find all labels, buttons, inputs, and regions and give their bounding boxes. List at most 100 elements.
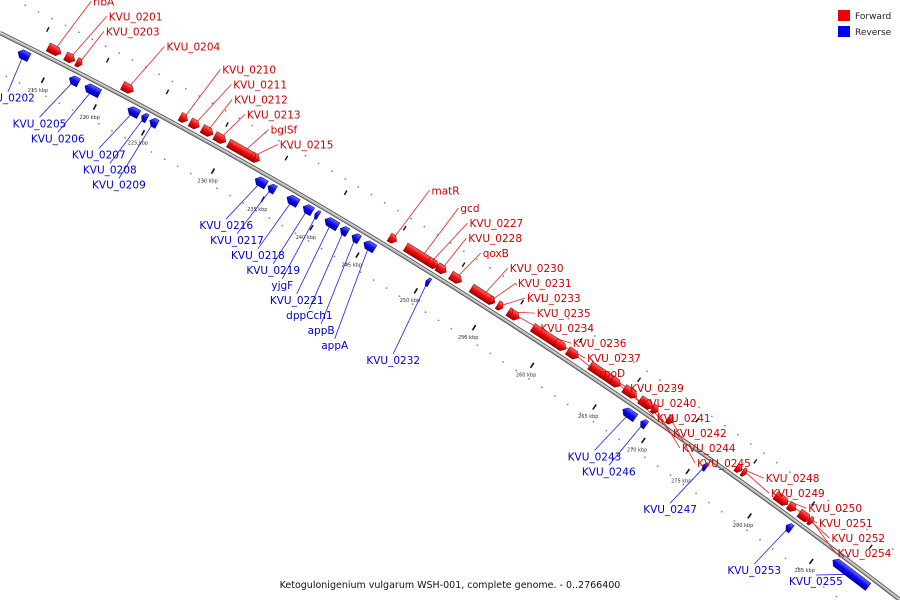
- gene-KVU_0211[interactable]: [187, 117, 201, 131]
- gene-label-KVU_0207[interactable]: KVU_0207: [72, 150, 126, 162]
- gene-label-KVU_0249[interactable]: KVU_0249: [771, 488, 825, 500]
- gene-KVU_0244[interactable]: [649, 403, 661, 415]
- gene-KVU_0254[interactable]: [806, 516, 816, 526]
- gene-qoxB[interactable]: [448, 270, 464, 285]
- gene-KVU_0207[interactable]: [126, 105, 142, 119]
- gene-label-appB[interactable]: appB: [308, 325, 335, 337]
- gene-label-KVU_0241[interactable]: KVU_0241: [657, 413, 711, 425]
- gene-label-KVU_0211[interactable]: KVU_0211: [233, 80, 287, 92]
- gene-label-KVU_0206[interactable]: KVU_0206: [31, 133, 85, 145]
- gene-KVU_0248[interactable]: [733, 462, 745, 474]
- gene-KVU_0212[interactable]: [199, 124, 215, 139]
- gene-rpoD[interactable]: [564, 346, 581, 362]
- gene-label-KVU_0246[interactable]: KVU_0246: [582, 466, 636, 478]
- gene-KVU_0215[interactable]: [248, 151, 257, 162]
- gene-KVU_0221[interactable]: [323, 215, 341, 232]
- gene-label-KVU_0219[interactable]: KVU_0219: [246, 265, 300, 277]
- gene-KVU_0240[interactable]: [608, 375, 623, 390]
- gene-label-KVU_0239[interactable]: KVU_0239: [630, 383, 684, 395]
- gene-label-KVU_0204[interactable]: KVU_0204: [167, 41, 221, 53]
- gene-label-matR[interactable]: matR: [432, 185, 460, 197]
- gene-label-KVU_0208[interactable]: KVU_0208: [83, 165, 137, 177]
- gene-label-yjgF[interactable]: yjgF: [271, 280, 293, 292]
- gene-KVU_0247[interactable]: [700, 461, 710, 472]
- gene-KVU_0217[interactable]: [266, 182, 278, 195]
- gene-appA[interactable]: [361, 239, 378, 254]
- gene-label-appA[interactable]: appA: [321, 340, 349, 352]
- gene-KVU_0204[interactable]: [120, 81, 135, 96]
- gene-KVU_0209[interactable]: [148, 116, 160, 129]
- gene-label-KVU_0201[interactable]: KVU_0201: [109, 11, 163, 23]
- gene-KVU_0213[interactable]: [212, 131, 228, 146]
- gene-label-qoxB[interactable]: qoxB: [483, 248, 509, 260]
- gene-KVU_0251[interactable]: [785, 501, 798, 513]
- gene-appB[interactable]: [350, 232, 362, 245]
- gene-label-KVU_0210[interactable]: KVU_0210: [222, 65, 276, 77]
- gene-label-KVU_0252[interactable]: KVU_0252: [831, 533, 885, 545]
- gene-label-KVU_0245[interactable]: KVU_0245: [697, 458, 751, 470]
- gene-KVU_0208[interactable]: [139, 112, 150, 124]
- gene-KVU_0252[interactable]: [796, 508, 813, 524]
- gene-KVU_0246[interactable]: [638, 418, 650, 430]
- gene-label-KVU_0209[interactable]: KVU_0209: [92, 180, 146, 192]
- gene-label-KVU_0240[interactable]: KVU_0240: [643, 398, 697, 410]
- gene-label-rpoD[interactable]: rpoD: [600, 368, 626, 380]
- gene-KVU_0255[interactable]: [830, 557, 872, 591]
- gene-label-dppCch1[interactable]: dppCch1: [286, 310, 332, 322]
- gene-KVU_0242[interactable]: [637, 395, 656, 412]
- gene-label-KVU_0212[interactable]: KVU_0212: [234, 95, 288, 107]
- gene-label-KVU_0203[interactable]: KVU_0203: [106, 26, 160, 38]
- gene-KVU_0206[interactable]: [83, 82, 102, 99]
- gene-label-KVU_0234[interactable]: KVU_0234: [540, 323, 594, 335]
- gene-label-KVU_0243[interactable]: KVU_0243: [568, 451, 622, 463]
- gene-label-KVU_0232[interactable]: KVU_0232: [366, 355, 420, 367]
- gene-label-KVU_0236[interactable]: KVU_0236: [573, 338, 627, 350]
- gene-KVU_0218[interactable]: [285, 193, 301, 208]
- gene-KVU_0245[interactable]: [664, 414, 676, 426]
- gene-label-KVU_0217[interactable]: KVU_0217: [210, 235, 264, 247]
- gene-label-KVU_0244[interactable]: KVU_0244: [682, 443, 736, 455]
- gene-KVU_0250[interactable]: [772, 491, 791, 508]
- gene-label-ribA[interactable]: ribA: [93, 0, 115, 8]
- gene-label-KVU_0221[interactable]: KVU_0221: [270, 295, 324, 307]
- gene-label-KVU_0215[interactable]: KVU_0215: [280, 140, 334, 152]
- gene-KVU_0231[interactable]: [486, 295, 495, 306]
- gene-label-KVU_0218[interactable]: KVU_0218: [231, 250, 285, 262]
- gene-label-KVU_0253[interactable]: KVU_0253: [727, 565, 781, 577]
- gene-label-KVU_0230[interactable]: KVU_0230: [510, 263, 564, 275]
- gene-matR[interactable]: [386, 232, 399, 245]
- gene-label-KVU_0254[interactable]: KVU_0254: [838, 548, 892, 560]
- gene-KVU_0232[interactable]: [424, 277, 433, 288]
- gene-KVU_0237[interactable]: [552, 338, 569, 353]
- gene-KVU_0235[interactable]: [505, 307, 514, 318]
- gene-label-KVU_0213[interactable]: KVU_0213: [247, 110, 301, 122]
- gene-KVU_0249[interactable]: [739, 467, 749, 478]
- gene-label-KVU_0231[interactable]: KVU_0231: [518, 278, 572, 290]
- gene-KVU_0216[interactable]: [253, 175, 269, 190]
- gene-KVU_0228[interactable]: [434, 262, 449, 276]
- gene-label-KVU_0242[interactable]: KVU_0242: [673, 428, 727, 440]
- gene-KVU_0227[interactable]: [425, 256, 436, 268]
- gene-KVU_0253[interactable]: [783, 522, 795, 534]
- gene-KVU_0241[interactable]: [621, 384, 640, 401]
- gene-label-bglSf[interactable]: bglSf: [271, 125, 298, 137]
- gene-KVU_0203[interactable]: [74, 57, 85, 69]
- gene-label-KVU_0247[interactable]: KVU_0247: [643, 504, 697, 516]
- gene-ribA[interactable]: [45, 42, 63, 58]
- gene-label-KVU_0202[interactable]: KVU_0202: [0, 93, 35, 105]
- gene-label-KVU_0205[interactable]: KVU_0205: [13, 118, 67, 130]
- gene-label-KVU_0228[interactable]: KVU_0228: [468, 233, 522, 245]
- gene-label-KVU_0216[interactable]: KVU_0216: [199, 220, 253, 232]
- gene-label-KVU_0248[interactable]: KVU_0248: [766, 473, 820, 485]
- gene-label-KVU_0227[interactable]: KVU_0227: [470, 218, 524, 230]
- gene-yjgF[interactable]: [313, 210, 322, 220]
- gene-label-KVU_0251[interactable]: KVU_0251: [819, 518, 873, 530]
- gene-KVU_0205[interactable]: [67, 74, 81, 88]
- gene-KVU_0201[interactable]: [63, 51, 77, 65]
- gene-KVU_0219[interactable]: [301, 203, 315, 217]
- gene-label-KVU_0255[interactable]: KVU_0255: [789, 576, 843, 588]
- gene-label-KVU_0233[interactable]: KVU_0233: [527, 293, 581, 305]
- gene-KVU_0210[interactable]: [177, 112, 190, 124]
- gene-label-gcd[interactable]: gcd: [460, 203, 479, 215]
- gene-label-KVU_0250[interactable]: KVU_0250: [808, 503, 862, 515]
